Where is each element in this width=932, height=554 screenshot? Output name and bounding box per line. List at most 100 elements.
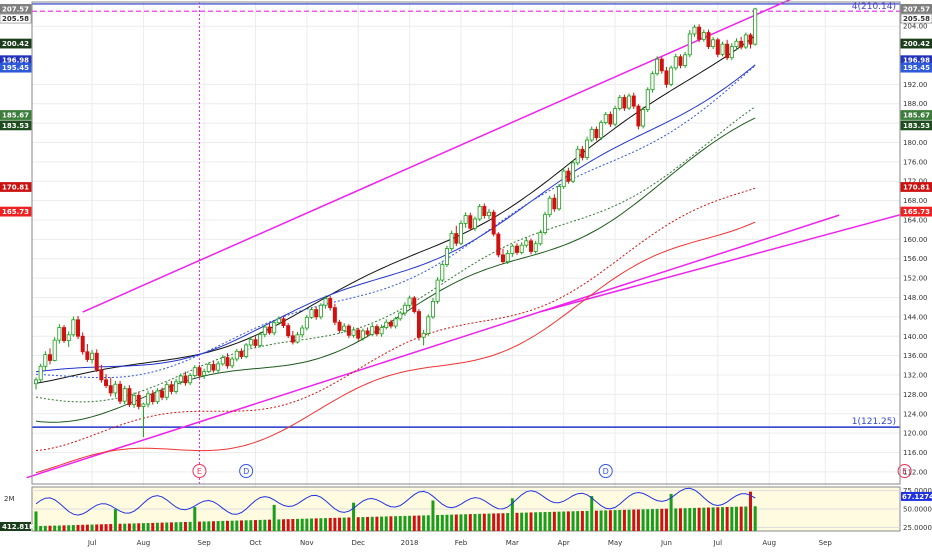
x-tick-label: Aug	[137, 539, 151, 547]
volume-bar	[57, 525, 61, 531]
volume-bar	[174, 522, 178, 531]
right-price-tag-label: 196.98	[903, 57, 930, 65]
left-price-tag	[0, 4, 32, 14]
y-tick-label: 180.00	[903, 139, 928, 147]
candle-body	[407, 297, 412, 306]
candle-body	[580, 148, 585, 158]
volume-bar	[183, 521, 187, 531]
candle-body	[463, 215, 468, 224]
candle-body	[192, 367, 197, 376]
x-tick-label: Jul	[713, 539, 723, 547]
candle-body	[356, 329, 361, 339]
volume-bar	[720, 507, 724, 531]
candle-body	[230, 358, 235, 367]
volume-bar	[67, 525, 71, 531]
event-marker-label: E	[197, 467, 202, 476]
candle-body	[206, 363, 211, 373]
volume-bar	[538, 512, 542, 531]
candle-body	[328, 298, 333, 309]
volume-bar	[739, 506, 743, 531]
candle-body	[370, 326, 375, 335]
volume-bar	[482, 513, 486, 531]
candle-body	[613, 108, 618, 125]
volume-bar	[618, 509, 622, 531]
candle-body	[314, 309, 319, 318]
right-price-tag-label: 205.58	[903, 15, 930, 23]
candle-body	[38, 365, 43, 381]
right-price-tag-label: 185.67	[903, 112, 930, 120]
volume-bar	[225, 520, 229, 531]
rsi-tag-label: 67.1274	[902, 493, 932, 501]
volume-bar	[338, 517, 342, 531]
volume-bar	[566, 511, 570, 531]
candle-body	[426, 316, 431, 334]
volume-bar	[492, 513, 496, 531]
ma-blue-dotted-line	[35, 65, 756, 379]
candle-body	[122, 388, 127, 402]
ma-red-line	[35, 221, 756, 474]
x-tick-label: Nov	[300, 539, 314, 547]
volume-bar	[291, 519, 295, 531]
volume-bar	[384, 516, 388, 531]
candle-body	[244, 344, 249, 357]
volume-bar	[585, 510, 589, 531]
y-tick-label: 136.00	[903, 352, 928, 360]
candle-body	[169, 384, 174, 392]
volume-bar	[95, 524, 99, 531]
candle-body	[43, 354, 48, 367]
candle-body	[374, 326, 379, 335]
volume-tag-label: 412.81K	[2, 523, 35, 531]
event-marker-label: D	[603, 467, 609, 476]
candle-body	[281, 318, 286, 326]
y-tick-label: 164.00	[903, 216, 928, 224]
y-tick-label: 188.00	[903, 100, 928, 108]
candle-body	[641, 109, 646, 127]
volume-bar	[277, 519, 281, 531]
volume-bar	[113, 509, 117, 531]
candle-body	[332, 307, 337, 323]
volume-bar	[725, 507, 729, 531]
right-price-tag-label: 195.45	[903, 64, 930, 72]
candle-body	[188, 375, 193, 384]
candle-body	[71, 319, 76, 336]
candle-body	[286, 325, 291, 337]
candle-body	[62, 327, 67, 342]
volume-bar	[342, 517, 346, 531]
right-price-tag-label: 207.57	[903, 5, 930, 13]
right-price-tag	[900, 38, 932, 49]
candle-body	[76, 319, 81, 337]
candle-body	[454, 233, 459, 244]
volume-bar	[716, 507, 720, 531]
volume-bar	[48, 525, 52, 531]
volume-bar	[422, 515, 426, 531]
volume-bar	[436, 515, 440, 531]
volume-bar	[361, 517, 365, 531]
volume-bar	[431, 500, 435, 531]
left-price-tag-label: 200.42	[2, 40, 29, 48]
candle-body	[599, 122, 604, 139]
volume-bar	[81, 524, 85, 531]
volume-bar	[160, 522, 164, 531]
candle-body	[118, 383, 123, 402]
candle-body	[99, 369, 104, 381]
volume-bar	[496, 513, 500, 531]
candle-body	[482, 206, 487, 217]
volume-bar	[324, 518, 328, 531]
volume-bar	[641, 509, 645, 531]
candle-body	[216, 363, 221, 371]
left-price-tag	[0, 182, 32, 192]
volume-bar	[165, 522, 169, 531]
candle-body	[683, 54, 688, 66]
candle-body	[701, 32, 706, 40]
volume-bar	[636, 509, 640, 531]
candle-body	[748, 34, 753, 45]
volume-bar	[90, 524, 94, 531]
candle-body	[753, 8, 758, 45]
volume-bar	[370, 516, 374, 531]
x-tick-label: Dec	[351, 539, 365, 547]
candle-body	[136, 394, 141, 407]
left-price-tag	[0, 120, 32, 131]
candle-body	[239, 350, 244, 357]
